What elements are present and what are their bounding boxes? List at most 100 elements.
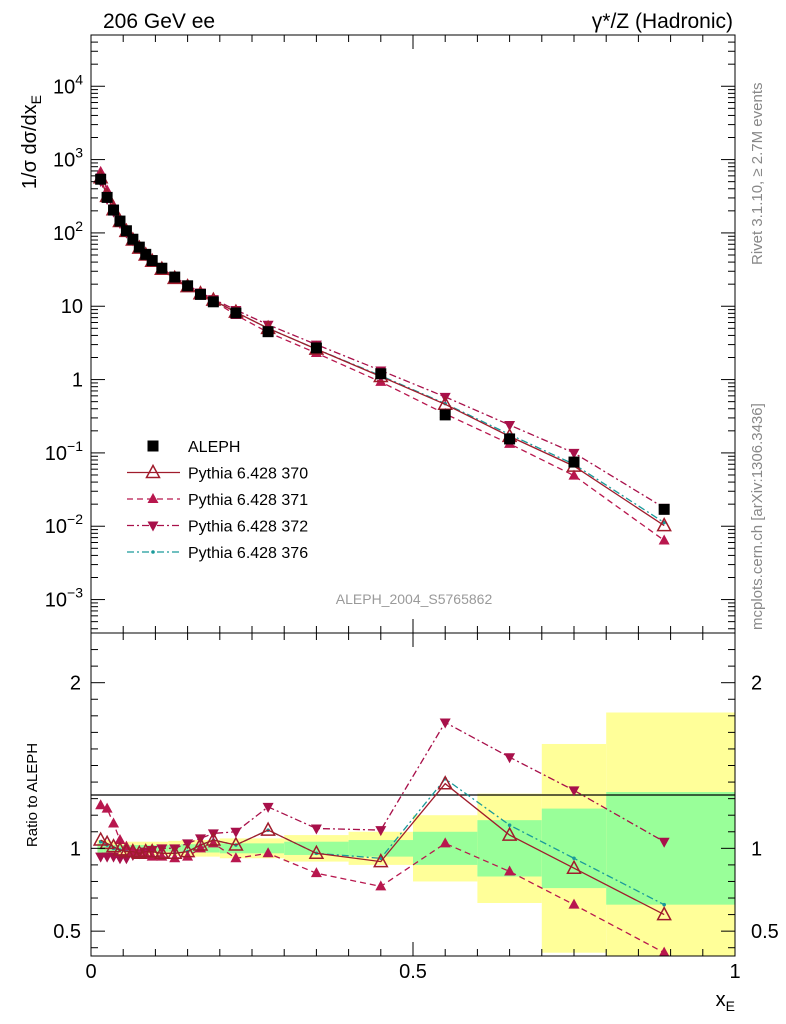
main-point-pythia-6-428-370: [656, 517, 672, 532]
main-y-tick-label: 104: [53, 71, 83, 98]
ratio-point-pythia-6-428-372: [504, 753, 516, 764]
ratio-x-tick-label: 0: [85, 961, 96, 983]
ratio-point-pythia-6-428-371: [262, 847, 274, 858]
main-point-aleph: [504, 433, 516, 445]
ratio-point-pythia-6-428-370: [260, 821, 276, 836]
ratio-point-pythia-6-428-371: [375, 880, 387, 891]
ratio-point-pythia-6-428-370: [656, 906, 672, 921]
main-y-tick-label: 103: [53, 145, 83, 172]
ratio-uncertainty-bands: [97, 712, 735, 956]
legend-entry-pythia-6-428-372: Pythia 6.428 372: [127, 519, 308, 536]
legend-label: Pythia 6.428 372: [188, 519, 308, 536]
ratio-point-pythia-6-428-370: [566, 859, 582, 874]
ratio-band-inner: [413, 831, 478, 865]
ratio-panel: 0.5 0.51 12 2 0 0.5 1 Ratio to ALEPH xE: [24, 632, 779, 1014]
main-y-axis: 10−3 10−2 10−1 1 10 102 103 104: [45, 34, 735, 630]
ratio-point-pythia-6-428-372: [568, 786, 580, 797]
ratio-point-pythia-6-428-372: [230, 827, 242, 838]
legend-entry-aleph: ALEPH: [147, 439, 240, 456]
ratio-y-tick-label: 2: [70, 673, 81, 695]
legend-marker: [151, 550, 155, 554]
ratio-point-pythia-6-428-371: [659, 946, 670, 956]
ratio-series-layer: [92, 718, 672, 956]
ratio-point-pythia-6-428-370: [192, 836, 209, 851]
ratio-point-pythia-6-428-372: [375, 826, 387, 837]
main-point-aleph: [101, 191, 113, 203]
legend-label: ALEPH: [188, 439, 240, 456]
legend-entry-pythia-6-428-370: Pythia 6.428 370: [127, 463, 308, 483]
main-y-tick-label: 10−3: [45, 585, 83, 612]
ratio-point-pythia-6-428-370: [228, 836, 244, 851]
main-point-aleph: [230, 307, 242, 319]
main-point-pythia-6-428-372: [568, 448, 580, 459]
ratio-x-tick-label: 0.5: [399, 961, 427, 983]
main-y-axis-label: 1/σ dσ/dxE: [19, 95, 44, 189]
ratio-line-pythia-6-428-372: [100, 721, 665, 859]
main-point-aleph: [194, 288, 206, 300]
main-y-tick-label: 102: [53, 218, 83, 245]
ratio-point-pythia-6-428-371: [230, 852, 242, 863]
ratio-series-pythia-6-428-370: [92, 775, 672, 921]
ratio-point-pythia-6-428-376: [572, 856, 576, 861]
main-series-pythia-6-428-376: [98, 176, 666, 525]
legend-marker: [147, 440, 159, 452]
main-series-aleph: [95, 173, 670, 515]
header-left-label: 206 GeV ee: [103, 10, 215, 33]
main-point-aleph: [95, 173, 107, 185]
ratio-band-inner: [219, 843, 252, 854]
ratio-point-pythia-6-428-370: [144, 843, 160, 858]
rivet-version-label: Rivet 3.1.10, ≥ 2.7M events: [749, 83, 766, 266]
ratio-x-tick-label: 1: [729, 961, 740, 983]
ratio-point-pythia-6-428-371: [108, 817, 120, 828]
legend-entry-pythia-6-428-376: Pythia 6.428 376: [127, 545, 308, 562]
legend-marker: [145, 463, 161, 479]
x-axis-label: xE: [716, 989, 735, 1014]
ratio-series-clip: [92, 718, 672, 956]
ratio-band-inner: [136, 845, 143, 852]
main-y-tick-label: 10: [61, 296, 83, 318]
main-point-aleph: [310, 342, 322, 354]
main-frame: [90, 34, 736, 634]
ratio-band-inner: [541, 808, 607, 889]
ratio-point-pythia-6-428-376: [662, 902, 666, 907]
ratio-point-pythia-6-428-370: [501, 826, 518, 841]
ratio-point-pythia-6-428-370: [131, 844, 148, 860]
ratio-point-pythia-6-428-372: [658, 837, 670, 848]
main-point-aleph: [140, 248, 152, 260]
ratio-point-pythia-6-428-371: [169, 852, 181, 863]
ratio-band-inner: [348, 840, 413, 857]
legend-label: Pythia 6.428 376: [188, 545, 308, 562]
ratio-point-pythia-6-428-371: [504, 865, 516, 876]
legend-label: Pythia 6.428 371: [188, 492, 308, 509]
ratio-point-pythia-6-428-370: [154, 844, 170, 860]
main-line-pythia-6-428-372: [100, 180, 665, 509]
main-point-aleph: [658, 503, 670, 515]
ratio-point-pythia-6-428-371: [439, 837, 451, 848]
ratio-point-pythia-6-428-376: [507, 823, 512, 827]
main-point-aleph: [568, 456, 580, 468]
main-y-tick-label: 1: [72, 370, 83, 392]
main-line-pythia-6-428-371: [100, 171, 665, 541]
ratio-y-tick-label: 1: [70, 838, 81, 860]
ratio-point-pythia-6-428-372: [169, 844, 181, 855]
main-point-aleph: [146, 255, 158, 267]
ratio-y-tick-label-right: 2: [751, 673, 762, 695]
analysis-label: ALEPH_2004_S5765862: [336, 591, 493, 607]
ratio-band-inner: [206, 844, 220, 853]
main-panel: 10−3 10−2 10−1 1 10 102 103 104 1/σ dσ/dxE ALEP…: [19, 34, 736, 634]
legend-marker: [147, 493, 159, 503]
ratio-point-pythia-6-428-370: [105, 838, 122, 853]
ratio-point-pythia-6-428-370: [166, 844, 183, 860]
ratio-line-pythia-6-428-376: [100, 777, 665, 906]
ratio-point-pythia-6-428-370: [205, 831, 222, 846]
ratio-point-pythia-6-428-370: [308, 844, 325, 860]
ratio-point-pythia-6-428-372: [156, 844, 168, 855]
ratio-y-tick-label-right: 0.5: [751, 921, 779, 943]
ratio-point-pythia-6-428-370: [92, 831, 109, 846]
ratio-x-axis: 0 0.5 1: [85, 633, 741, 983]
ratio-point-pythia-6-428-372: [310, 824, 322, 835]
ratio-point-pythia-6-428-371: [95, 799, 107, 810]
main-point-aleph: [182, 280, 194, 292]
main-point-aleph: [120, 225, 132, 237]
